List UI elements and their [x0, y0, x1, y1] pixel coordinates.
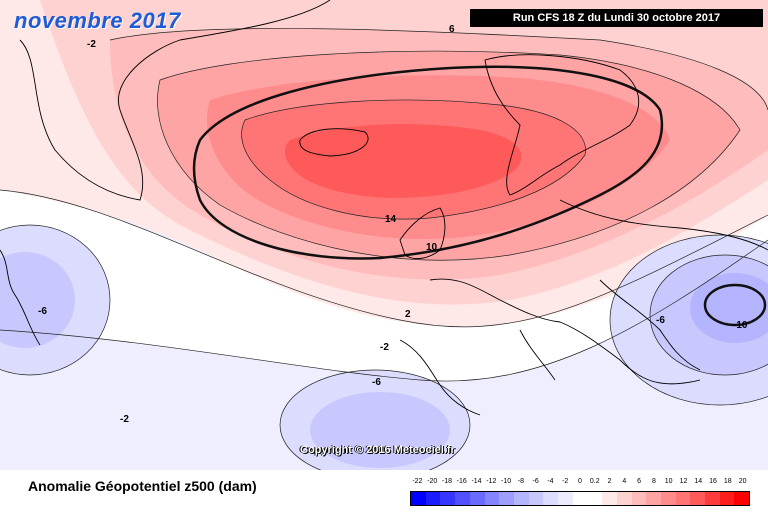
legend-swatch	[484, 492, 500, 505]
coastlines	[0, 0, 768, 416]
legend-swatch	[455, 492, 470, 505]
footer: Anomalie Géopotentiel z500 (dam) -22 -20-…	[0, 470, 768, 512]
legend-tick-label: 4	[622, 478, 627, 485]
legend-swatch	[543, 492, 559, 505]
legend-swatch	[587, 492, 603, 505]
contour-label: -6	[38, 306, 47, 317]
legend-swatch	[705, 492, 720, 505]
legend-tick-label: -8	[517, 478, 524, 485]
legend-swatch	[425, 492, 441, 505]
legend-tick-label: 2	[607, 478, 612, 485]
contour-label: -6	[372, 377, 381, 388]
legend-swatch	[734, 492, 750, 505]
legend-swatch	[528, 492, 544, 505]
contour-label: 2	[405, 309, 411, 320]
legend-tick-label: -2	[562, 478, 569, 485]
bold-contour-14	[192, 65, 664, 260]
map-title: novembre 2017	[14, 8, 181, 33]
legend-tick-label: 0.2	[589, 478, 600, 485]
legend-swatch	[572, 492, 588, 505]
legend-swatch	[558, 492, 573, 505]
legend-swatch	[675, 492, 691, 505]
legend-tick-label: -20	[427, 478, 438, 485]
legend-tick-label: -12	[486, 478, 497, 485]
legend-swatch	[690, 492, 706, 505]
legend-swatch	[616, 492, 632, 505]
legend-tick-label: -22	[412, 478, 423, 485]
legend-tick-label: -18	[441, 478, 453, 485]
legend-swatch	[440, 492, 456, 505]
contour-label: -6	[656, 315, 665, 326]
legend-swatch	[602, 492, 617, 505]
legend-swatch	[646, 492, 661, 505]
legend-swatch	[719, 492, 735, 505]
bold-contour-minus10	[703, 283, 767, 327]
legend-tick-label: 18	[723, 478, 732, 485]
variable-label: Anomalie Géopotentiel z500 (dam)	[28, 478, 257, 494]
legend-ticks: -22 -20 -18 -16 -14 -12 -10 -8 -6 -4 -2 0 0.2 2 4 6 8 10 1…	[410, 478, 750, 490]
negative-anomaly-south-core	[310, 392, 450, 468]
legend-tick-label: 14	[694, 478, 703, 485]
legend-swatch	[631, 492, 647, 505]
legend-swatch	[499, 492, 514, 505]
legend-tick-label: 6	[637, 478, 642, 485]
color-legend: -22 -20 -18 -16 -14 -12 -10 -8 -6 -4 -2 0 0.2 2 4 6 8 10 1…	[410, 478, 750, 506]
legend-tick-label: 8	[651, 478, 656, 485]
run-info: Run CFS 18 Z du Lundi 30 octobre 2017	[470, 9, 763, 27]
legend-tick-label: -4	[547, 478, 554, 485]
contour-label: -10	[733, 320, 748, 331]
legend-color-bar	[410, 491, 750, 506]
legend-swatch	[411, 492, 426, 505]
legend-swatch	[469, 492, 485, 505]
legend-tick-label: 16	[709, 478, 717, 485]
copyright: Copyright © 2016 Meteociel.fr	[300, 444, 455, 456]
legend-tick-label: 20	[738, 478, 747, 485]
contour-label: 10	[426, 242, 438, 253]
anomaly-map: -2 6 14 10 2 -2 -6 -2 -6 -6 -10 novembre…	[0, 0, 768, 470]
legend-swatch	[513, 492, 529, 505]
negative-anomaly-west-core	[0, 252, 75, 348]
legend-tick-label: -6	[532, 478, 539, 485]
legend-tick-label: 0	[578, 478, 582, 485]
map-canvas: -2 6 14 10 2 -2 -6 -2 -6 -6 -10	[0, 0, 768, 470]
contour-lines	[0, 28, 768, 470]
legend-tick-label: -14	[471, 478, 482, 485]
contour-label: -2	[87, 39, 96, 50]
positive-anomaly-core	[284, 124, 522, 198]
negative-anomaly-east-core	[690, 273, 768, 343]
legend-tick-label: 12	[679, 478, 688, 485]
contour-label: 6	[449, 24, 455, 35]
contour-label: -2	[120, 414, 129, 425]
neutral-band	[0, 190, 768, 382]
legend-swatch	[660, 492, 676, 505]
contour-label: 14	[385, 214, 397, 225]
legend-tick-label: 10	[664, 478, 673, 485]
legend-tick-label: -16	[456, 478, 467, 485]
legend-tick-label: -10	[501, 478, 512, 485]
contour-label: -2	[380, 342, 389, 353]
